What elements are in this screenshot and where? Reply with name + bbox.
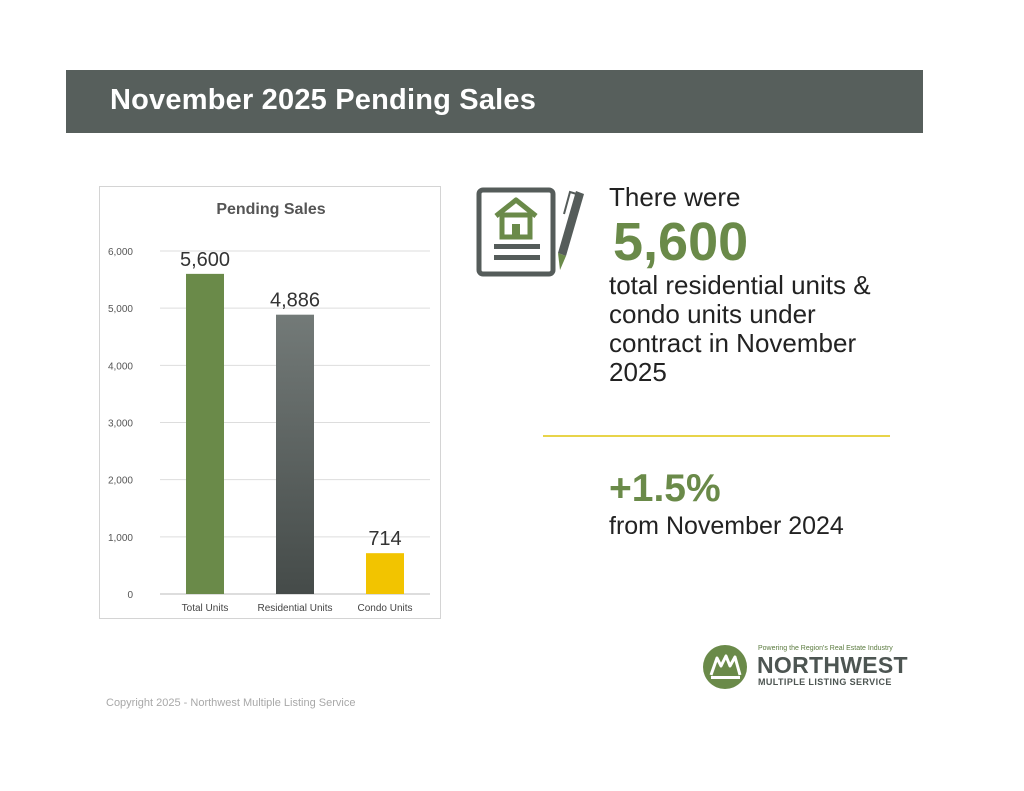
pencil-icon — [558, 190, 584, 270]
chart-title: Pending Sales — [216, 201, 325, 218]
change-description: from November 2024 — [609, 512, 844, 540]
stat-lead-text: There were — [609, 182, 741, 212]
stat-big-number: 5,600 — [613, 212, 749, 272]
logo-subtitle: MULTIPLE LISTING SERVICE — [758, 677, 892, 687]
bar-value-label: 714 — [368, 528, 401, 550]
bar-value-label: 5,600 — [180, 249, 230, 271]
y-tick-label: 5,000 — [108, 304, 133, 315]
y-tick-label: 0 — [127, 590, 133, 601]
y-tick-label: 3,000 — [108, 419, 133, 430]
house-document-icon — [476, 187, 584, 277]
bar-chart-svg: Pending Sales 0 1,000 2,000 3,000 4,000 5,000… — [108, 201, 430, 614]
y-tick-label: 2,000 — [108, 476, 133, 487]
bar-total-units — [186, 273, 224, 594]
title-banner: November 2025 Pending Sales — [66, 70, 923, 133]
bar-value-label: 4,886 — [270, 290, 320, 312]
nwmls-logo-icon — [703, 645, 747, 689]
stat-block: There were 5,600 total residential units… — [609, 181, 909, 387]
bar-condo-units — [366, 553, 404, 594]
nwmls-logo: Powering the Region's Real Estate Indust… — [702, 642, 908, 692]
y-tick-label: 4,000 — [108, 361, 133, 372]
divider-line — [543, 435, 890, 437]
x-category-label: Total Units — [182, 603, 229, 614]
y-tick-label: 1,000 — [108, 533, 133, 544]
change-block: +1.5% from November 2024 — [609, 467, 844, 541]
logo-name: NORTHWEST — [757, 652, 908, 678]
y-tick-label: 6,000 — [108, 247, 133, 258]
bar-residential-units — [276, 314, 314, 594]
change-value: +1.5% — [609, 467, 721, 510]
x-category-label: Residential Units — [257, 603, 332, 614]
logo-tagline: Powering the Region's Real Estate Indust… — [758, 645, 893, 652]
stat-description: total residential units & condo units un… — [609, 270, 871, 387]
x-category-label: Condo Units — [357, 603, 412, 614]
copyright-text: Copyright 2025 - Northwest Multiple List… — [106, 697, 356, 709]
pending-sales-chart: Pending Sales 0 1,000 2,000 3,000 4,000 5,000… — [99, 186, 441, 619]
page-title: November 2025 Pending Sales — [110, 84, 537, 116]
